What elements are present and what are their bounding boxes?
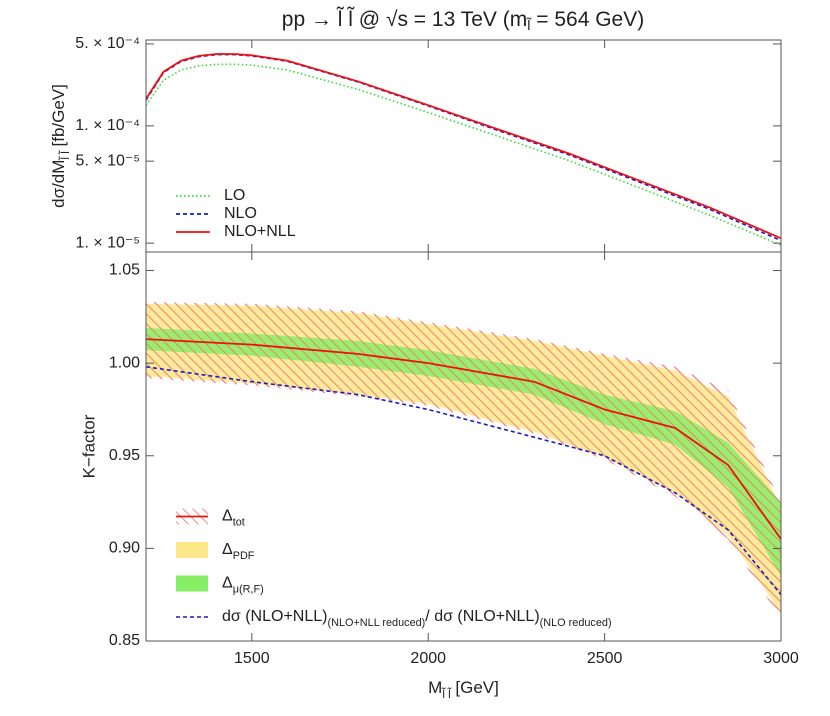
x-axis-label: Ml̃ l̃ [GeV]	[428, 678, 499, 701]
legend-label: dσ (NLO+NLL)(NLO+NLL reduced)/ dσ (NLO+N…	[222, 608, 612, 629]
legend-label-part: PDF	[233, 550, 255, 562]
y-tick-label: 0.85	[109, 632, 140, 649]
x-tick-label: 2000	[410, 650, 446, 667]
chart-title-part: = 564 GeV)	[530, 8, 644, 31]
legend-swatch	[176, 575, 208, 592]
y-tick-label: 1. × 10⁻⁵	[76, 234, 140, 251]
legend-swatch	[176, 542, 208, 558]
legend-label-part: Δ	[222, 541, 233, 558]
x-axis-label-part: M	[428, 678, 442, 697]
x-axis-label-part: [GeV]	[451, 678, 499, 697]
y-axis-label-part: dσ/dM	[49, 160, 68, 208]
chart-title-part: l̃	[526, 16, 532, 34]
y-tick-label: 1.05	[109, 262, 140, 279]
series-line	[145, 53, 782, 240]
legend-label: NLO	[224, 205, 257, 222]
series-line	[145, 366, 782, 596]
y-tick-label: 5. × 10⁻⁵	[76, 152, 140, 169]
legend-label-part: (NLO+NLL reduced)	[327, 617, 425, 629]
x-axis-label-part: l̃ l̃	[441, 688, 452, 701]
legend-label-part: dσ (NLO+NLL)	[222, 608, 327, 625]
plot-frame	[145, 251, 782, 642]
legend-label: Δtot	[222, 508, 245, 529]
y-tick-label: 1. × 10⁻⁴	[75, 117, 140, 134]
legend-label-part: (NLO reduced)	[540, 617, 612, 629]
x-tick-label: 1500	[234, 650, 270, 667]
y-axis-label-part: [fb/GeV]	[49, 84, 68, 151]
legend-label-part: Δ	[222, 508, 233, 525]
legend-label-part: / dσ (NLO+NLL)	[425, 608, 539, 625]
series-line	[145, 63, 782, 246]
legend-label: Δμ(R,F)	[222, 575, 264, 596]
y-tick-label: 5. × 10⁻⁴	[75, 35, 140, 52]
legend-label-part: Δ	[222, 575, 233, 592]
band-hatch	[146, 302, 781, 619]
legend-label: LO	[224, 187, 245, 204]
x-tick-label: 3000	[763, 650, 799, 667]
legend-label-part: μ(R,F)	[233, 583, 264, 595]
y-tick-label: 0.95	[109, 447, 140, 464]
x-tick-label: 2500	[587, 650, 623, 667]
y-axis-label: K−factor	[79, 414, 98, 478]
y-tick-label: 1.00	[109, 354, 140, 371]
legend-label: NLO+NLL	[224, 223, 296, 240]
chart-title: pp → l̃ l̃ @ √s = 13 TeV (ml̃ = 564 GeV)	[282, 7, 644, 34]
legend-label: ΔPDF	[222, 541, 255, 562]
y-tick-label: 0.90	[109, 540, 140, 557]
legend-label-part: tot	[233, 516, 245, 528]
chart-title-part: pp → l̃ l̃ @ √s = 13 TeV (m	[282, 7, 527, 31]
y-axis-label-part: l̃ l̃	[59, 150, 72, 161]
y-axis-label: dσ/dMl̃ l̃ [fb/GeV]	[49, 84, 72, 208]
center-line	[145, 338, 782, 540]
